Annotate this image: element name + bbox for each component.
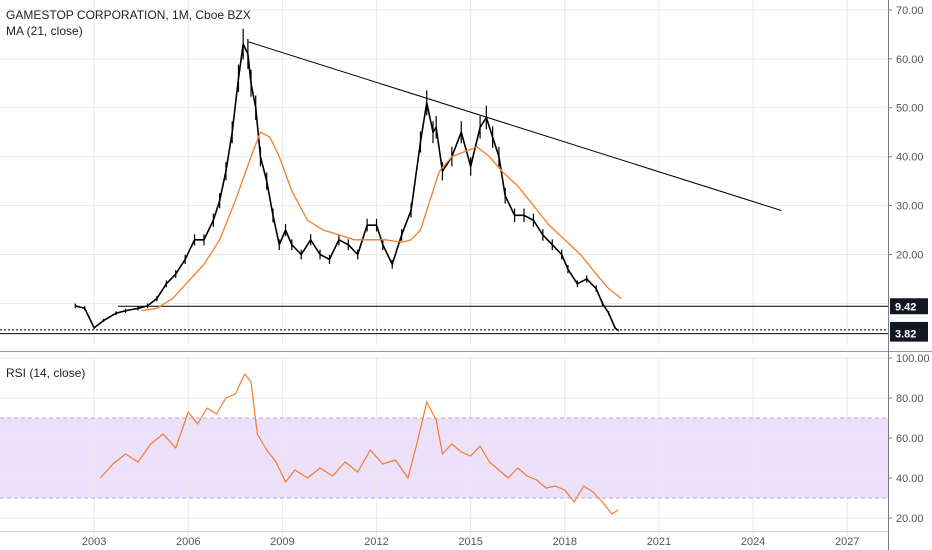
chart-title: GAMESTOP CORPORATION, 1M, Cboe BZX bbox=[6, 8, 251, 22]
price-tick-label: 50.00 bbox=[896, 103, 924, 115]
x-tick-label: 2027 bbox=[835, 536, 859, 548]
price-tick-label: 60.00 bbox=[896, 54, 924, 66]
rsi-tick-label: 40.00 bbox=[896, 473, 924, 485]
rsi-band bbox=[0, 418, 888, 498]
price-tick-label: 30.00 bbox=[896, 201, 924, 213]
x-tick-label: 2015 bbox=[458, 536, 482, 548]
price-tag-label: 3.82 bbox=[895, 329, 916, 341]
price-tick-label: 20.00 bbox=[896, 249, 924, 261]
rsi-line bbox=[99, 373, 619, 515]
rsi-tick-label: 100.00 bbox=[896, 353, 930, 365]
x-tick-label: 2012 bbox=[364, 536, 388, 548]
price-tag-box bbox=[890, 325, 928, 342]
rsi-tick-label: 20.00 bbox=[896, 513, 924, 525]
rsi-legend: RSI (14, close) bbox=[6, 366, 85, 380]
x-tick-label: 2021 bbox=[647, 536, 671, 548]
ma-line bbox=[141, 131, 622, 312]
x-tick-label: 2018 bbox=[553, 536, 577, 548]
rsi-tick-label: 60.00 bbox=[896, 433, 924, 445]
ma-legend: MA (21, close) bbox=[6, 24, 83, 38]
price-tick-label: 70.00 bbox=[896, 5, 924, 17]
price-tick-label: 40.00 bbox=[896, 152, 924, 164]
trendline bbox=[247, 41, 782, 211]
rsi-tick-label: 80.00 bbox=[896, 393, 924, 405]
price-line bbox=[75, 43, 619, 331]
x-tick-label: 2009 bbox=[270, 536, 294, 548]
price-tag-label: 9.42 bbox=[895, 301, 916, 313]
x-tick-label: 2024 bbox=[741, 536, 765, 548]
price-tag-box bbox=[890, 298, 928, 315]
x-tick-label: 2003 bbox=[82, 536, 106, 548]
x-tick-label: 2006 bbox=[176, 536, 200, 548]
